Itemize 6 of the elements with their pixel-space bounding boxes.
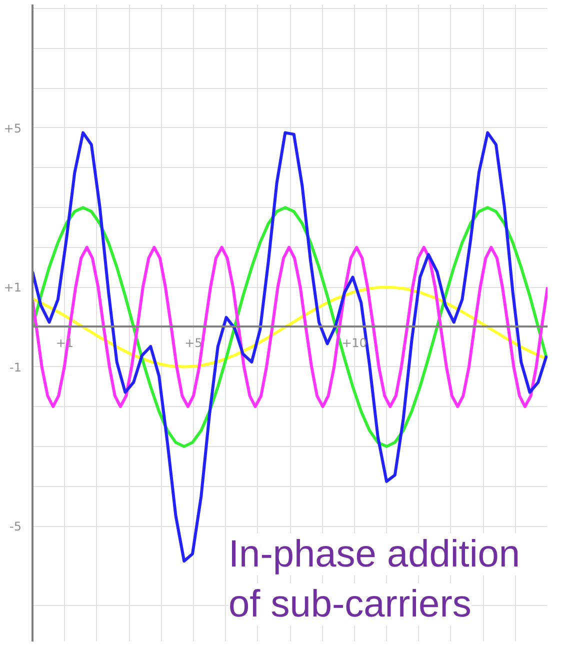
y-tick-label: -1 <box>10 360 22 374</box>
y-tick-label: -5 <box>10 520 22 534</box>
line-series <box>32 246 548 408</box>
annotation: In-phase addition of sub-carriers <box>228 534 520 626</box>
y-tick-label: +1 <box>4 280 22 295</box>
y-tick-label: +5 <box>4 121 22 136</box>
